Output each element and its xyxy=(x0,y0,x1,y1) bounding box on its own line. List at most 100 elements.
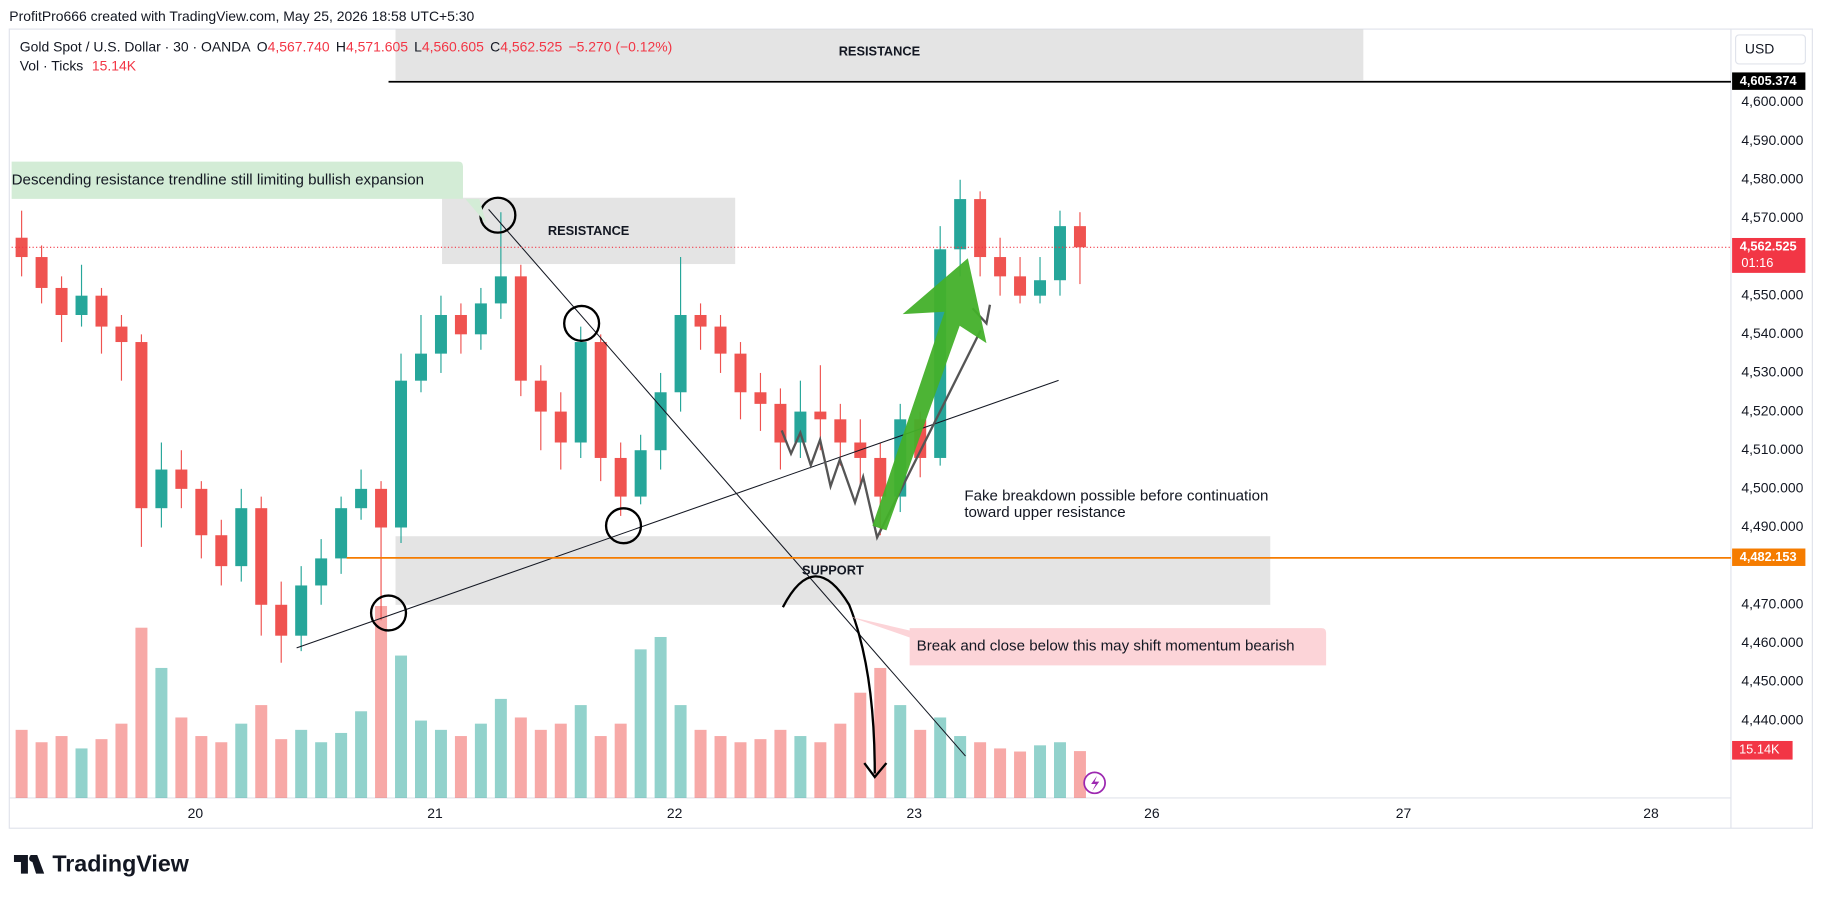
y-tick-label: 4,470.000 xyxy=(1741,595,1803,611)
candle-body xyxy=(1034,280,1047,296)
x-tick-label: 26 xyxy=(1144,805,1160,821)
note-text: toward upper resistance xyxy=(964,504,1125,521)
price-label-box xyxy=(1732,72,1806,90)
volume-bar xyxy=(654,636,667,798)
volume-bar xyxy=(395,655,408,798)
volume-bar xyxy=(794,736,807,798)
plot xyxy=(15,179,1086,798)
volume-bar xyxy=(1034,745,1047,798)
logo: TradingView xyxy=(13,851,190,877)
candle-body xyxy=(175,469,188,489)
candle-body xyxy=(694,314,707,327)
currency[interactable]: USD xyxy=(1745,41,1774,57)
volume-bar xyxy=(454,736,467,798)
resistance-zone xyxy=(395,29,1364,81)
y-tick-label: 4,450.000 xyxy=(1741,673,1803,689)
volume-bar xyxy=(95,739,108,798)
volume-bar xyxy=(215,742,228,798)
volume-bar xyxy=(375,606,388,798)
candle-body xyxy=(1073,226,1086,248)
ohlc-key: L xyxy=(414,38,422,54)
brand: TradingView xyxy=(52,851,189,877)
volume-bar xyxy=(874,667,887,798)
price-label-box xyxy=(1732,548,1806,566)
volume-bar xyxy=(494,698,507,798)
volume-bar xyxy=(554,723,567,798)
candle-body xyxy=(195,488,208,536)
volume-bar xyxy=(35,742,48,798)
countdown: 01:16 xyxy=(1741,255,1773,270)
price-label: 4,482.153 xyxy=(1740,549,1797,564)
candle-body xyxy=(494,276,507,304)
volume-label: 15.14K xyxy=(1739,742,1780,757)
volume-bar xyxy=(714,736,727,798)
zone-label: SUPPORT xyxy=(802,563,864,578)
legend-line: Gold Spot / U.S. Dollar · 30 · OANDA O4,… xyxy=(20,38,673,54)
zone-label: RESISTANCE xyxy=(548,223,630,238)
volume-bar xyxy=(914,729,927,798)
candle-body xyxy=(434,314,447,354)
candle-body xyxy=(614,457,627,497)
candle-body xyxy=(415,353,427,381)
note-text: Break and close below this may shift mom… xyxy=(917,638,1295,655)
currency-button[interactable] xyxy=(1735,34,1806,65)
price-label: 4,605.374 xyxy=(1740,73,1798,88)
ohlc-value: 4,571.605 xyxy=(346,38,408,54)
volume-bar xyxy=(474,723,487,798)
volume-bar xyxy=(674,705,687,798)
volume-bar xyxy=(355,711,368,798)
candle-body xyxy=(514,276,527,381)
y-tick-label: 4,520.000 xyxy=(1741,402,1803,418)
x-tick-label: 27 xyxy=(1396,805,1412,821)
candle-body xyxy=(874,457,887,497)
zone-label: RESISTANCE xyxy=(839,44,921,59)
volume-bar xyxy=(135,627,148,798)
y-tick-label: 4,570.000 xyxy=(1741,209,1803,225)
y-tick-label: 4,590.000 xyxy=(1741,132,1803,148)
change-pct: (−0.12%) xyxy=(615,38,672,54)
candle-body xyxy=(215,535,228,567)
candle-body xyxy=(994,257,1007,277)
candle-body xyxy=(315,558,328,586)
candle-body xyxy=(654,392,667,451)
symbol: Gold Spot / U.S. Dollar · 30 · OANDA xyxy=(20,38,252,54)
volume-bar xyxy=(774,729,787,798)
volume-bar xyxy=(175,717,188,798)
volume-bar xyxy=(155,667,168,798)
support-zone xyxy=(395,536,1271,605)
candle-body xyxy=(55,287,68,315)
note-text: Descending resistance trendline still li… xyxy=(12,171,424,188)
price-label: 4,562.525 xyxy=(1740,239,1797,254)
change: −5.270 xyxy=(568,38,611,54)
candle-body xyxy=(634,450,647,497)
touch-circle xyxy=(563,304,601,342)
volume-legend: Vol · Ticks 15.14K xyxy=(20,57,137,73)
volume-bar xyxy=(894,705,907,798)
ohlc-value: 4,562.525 xyxy=(500,38,562,54)
candle-body xyxy=(275,604,288,636)
note-box xyxy=(11,161,487,224)
candle-body xyxy=(115,326,128,343)
volume-bar xyxy=(15,729,28,798)
candle-body xyxy=(15,237,28,258)
price-label-box xyxy=(1732,237,1806,273)
candle-body xyxy=(375,488,388,528)
volume-bar xyxy=(634,649,647,798)
volume-bar xyxy=(754,739,767,798)
volume-bar xyxy=(115,723,128,798)
candle-body xyxy=(355,488,368,509)
logo-mark xyxy=(13,854,45,874)
candle-body xyxy=(674,314,687,393)
volume-bar xyxy=(814,742,827,798)
volume-bar xyxy=(1053,742,1066,798)
volume-bar xyxy=(594,736,607,798)
volume-label-box xyxy=(1732,740,1793,760)
descending-trendline xyxy=(488,209,966,757)
candle-body xyxy=(594,342,607,458)
candle-body xyxy=(534,380,547,412)
candle-body xyxy=(1053,226,1066,281)
y-tick-label: 4,500.000 xyxy=(1741,480,1803,496)
x-tick-label: 23 xyxy=(906,805,922,821)
volume-bar xyxy=(854,692,867,798)
